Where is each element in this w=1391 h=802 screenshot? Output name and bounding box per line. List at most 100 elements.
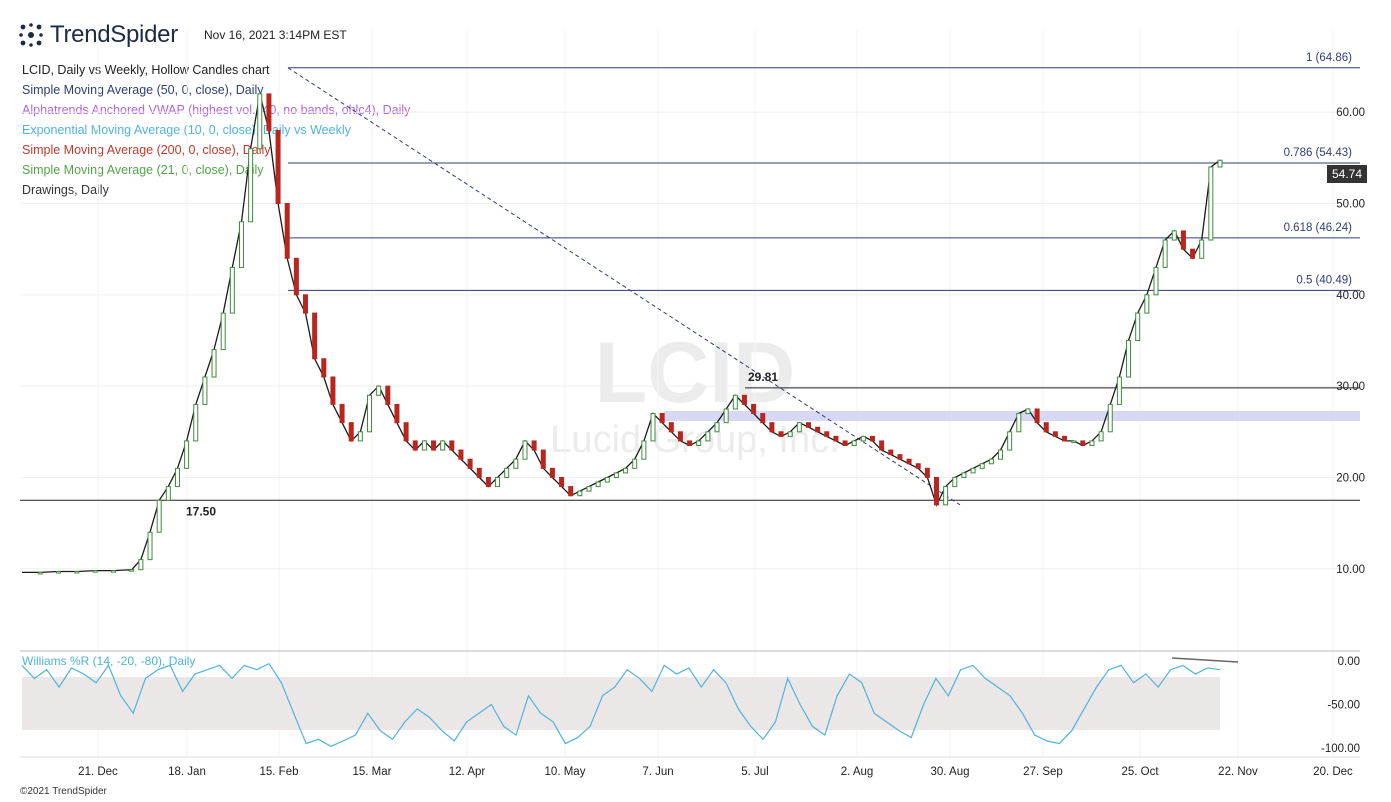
copyright-text: ©2021 TrendSpider [20,786,107,797]
price-candle [74,571,80,574]
price-candle [805,422,811,428]
price-candle [604,476,610,483]
price-candle [1007,431,1013,451]
price-lines [22,93,1223,575]
x-tick-label: 15. Mar [353,766,392,778]
price-candle [129,569,135,572]
y-tick-label: 20.00 [1336,472,1365,484]
price-candle [732,394,738,410]
price-candle [1080,440,1086,446]
price-candle [531,440,537,451]
price-candle [110,570,116,573]
price-candle [431,440,437,451]
price-candle [915,463,921,469]
price-candle [714,422,720,433]
legend-item-sma200[interactable]: Simple Moving Average (200, 0, close), D… [22,143,271,157]
price-candle [174,467,180,488]
last-price-badge: 54.74 [1327,165,1367,183]
price-candle [1116,376,1122,405]
price-candle [266,93,272,131]
legend-item-sma21[interactable]: Simple Moving Average (21, 0, close), Da… [22,163,264,177]
price-candle [687,440,693,446]
price-candle [92,570,98,573]
price-candle [1144,294,1150,314]
price-candle [934,476,940,506]
y-tick-label: 10.00 [1336,564,1365,576]
price-candle [659,413,665,424]
price-candle [302,294,308,314]
price-candle [357,431,363,442]
price-candle [412,440,418,451]
price-candle [723,408,729,424]
price-candle [549,467,555,478]
legend-item-vwap[interactable]: Alphatrends Anchored VWAP (highest vol.,… [22,103,411,117]
price-candle [330,376,336,405]
williams-tick-label: -50.00 [1327,700,1360,712]
price-candle [705,431,711,442]
price-candle [522,440,528,460]
price-candle [147,531,153,561]
williams-r-line [21,657,1239,747]
price-candle [440,440,446,451]
x-tick-label: 15. Feb [260,766,299,778]
x-tick-label: 22. Nov [1218,766,1258,778]
price-candle [376,385,382,396]
price-candle [348,422,354,442]
price-candle [623,467,629,474]
price-candle [220,312,226,351]
trendspider-logo-icon [19,23,43,47]
x-tick-label: 27. Sep [1023,766,1063,778]
x-tick-label: 10. May [545,766,586,778]
price-candle [540,449,546,469]
x-tick-label: 25. Oct [1121,766,1159,778]
price-candle [367,394,373,433]
date-x-axis: 21. Dec 18. Jan 15. Feb 15. Mar 12. Apr 10. M… [78,766,1353,778]
price-candle [193,403,199,442]
price-candle [879,440,885,451]
price-candle [211,349,217,378]
price-candle [403,422,409,442]
legend-title: LCID, Daily vs Weekly, Hollow Candles ch… [22,63,270,77]
price-candle [741,394,747,405]
legend-item-drawings[interactable]: Drawings, Daily [22,183,109,197]
price-candle [595,481,601,488]
price-candle [1043,422,1049,433]
price-candle [476,467,482,478]
x-tick-label: 5. Jul [741,766,769,778]
price-candle [485,476,491,488]
price-candle [202,376,208,405]
annotation-label: 29.81 [748,370,778,384]
price-candle [815,426,821,433]
price-candle [238,221,244,268]
price-candle [1162,239,1168,268]
price-candle [1135,312,1141,341]
price-candle [568,486,574,497]
price-candle [165,486,171,501]
x-tick-label: 20. Dec [1313,766,1353,778]
watermark-company: Lucid Group, Inc. [550,419,839,461]
legend-item-sma50[interactable]: Simple Moving Average (50, 0, close), Da… [22,83,264,97]
price-candle [586,486,592,492]
williams-title: Williams %R (14, -20, -80), Daily [22,654,195,668]
price-candle [513,458,519,469]
price-candle [138,559,144,571]
price-candle [1217,159,1223,168]
fib-level-label: 1 (64.86) [1306,52,1352,64]
price-candle [897,454,903,460]
williams-r-path [21,662,1221,747]
fib-level-label: 0.618 (46.24) [1284,222,1353,234]
price-candle [312,312,318,360]
price-candle [1071,440,1077,443]
watermark-symbol: LCID [595,325,796,421]
williams-tick-label: 0.00 [1338,656,1360,668]
price-candle [961,472,967,478]
annotation-label: 17.50 [186,504,216,518]
price-candle [1180,230,1186,250]
brand-name: TrendSpider [50,21,178,48]
price-candle [1190,248,1196,259]
price-candle [284,203,290,259]
price-candle [248,148,254,223]
price-candle [1034,408,1040,424]
price-candle [394,403,400,424]
